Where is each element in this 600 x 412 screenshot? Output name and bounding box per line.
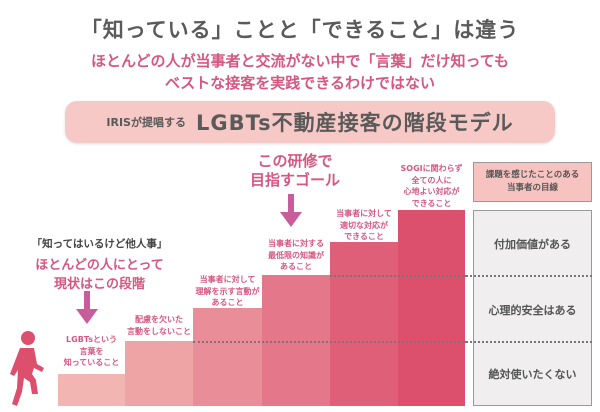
current-arrow-icon <box>76 291 98 324</box>
goal-line2: 目指すゴール <box>249 171 340 189</box>
step-1-label: LGBTsという 言葉を 知っていること <box>63 335 120 368</box>
current-quote: 「知ってはいるけど他人事」 <box>31 238 168 250</box>
banner-prefix: IRISが提唱する <box>106 116 186 129</box>
current-line2: 現状はこの段階 <box>53 277 145 292</box>
step-6-label: SOGIに関わらず 全ての人に 心地よい対応が できること <box>400 164 463 208</box>
current-line1: ほとんどの人にとって <box>35 258 164 273</box>
step-1 <box>58 374 125 406</box>
goal-line1: この研修で <box>257 152 333 170</box>
subtitle-line1: ほとんどの人が当事者と交流がない中で「言葉」だけ知っても <box>90 52 510 70</box>
subtitle-line2: ベストな接客を実践できるわけではない <box>164 74 435 92</box>
step-5-label: 当事者に対して 適切な対応が できること <box>336 209 392 242</box>
step-3-label: 当事者に対して 理解を示す言動が あること <box>195 275 260 308</box>
step-2 <box>125 341 193 406</box>
current-callout: 「知ってはいるけど他人事」 ほとんどの人にとって 現状はこの段階 <box>22 236 177 292</box>
step-6 <box>398 210 465 406</box>
goal-arrow-icon <box>280 194 302 227</box>
step-2-label: 配慮を欠いた 言動をしないこと <box>127 315 191 336</box>
panel-row-1: 付加価値がある <box>494 238 571 251</box>
panel-body <box>473 210 592 406</box>
banner-title: LGBTs不動産接客の階段モデル <box>195 111 514 135</box>
panel-header: 課題を感じたことのある 当事者の目線 <box>473 162 592 202</box>
divider-lower <box>193 341 592 343</box>
step-4 <box>262 275 330 406</box>
panel-row-2: 心理的安全はある <box>488 304 577 317</box>
panel-divider-2 <box>465 341 592 343</box>
step-5 <box>330 242 398 406</box>
climbing-person-icon <box>10 331 44 406</box>
model-banner: IRISが提唱する LGBTs不動産接客の階段モデル <box>65 101 555 143</box>
panel-divider-1 <box>465 275 592 277</box>
step-4-label: 当事者に対する 最低限の知識が あること <box>268 239 324 272</box>
goal-callout: この研修で 目指すゴール <box>235 152 355 190</box>
main-title: 「知っている」ことと「できること」は違う <box>80 18 520 42</box>
panel-row-3: 絶対使いたくない <box>488 368 577 381</box>
step-3 <box>193 308 262 406</box>
divider-upper <box>330 275 592 277</box>
